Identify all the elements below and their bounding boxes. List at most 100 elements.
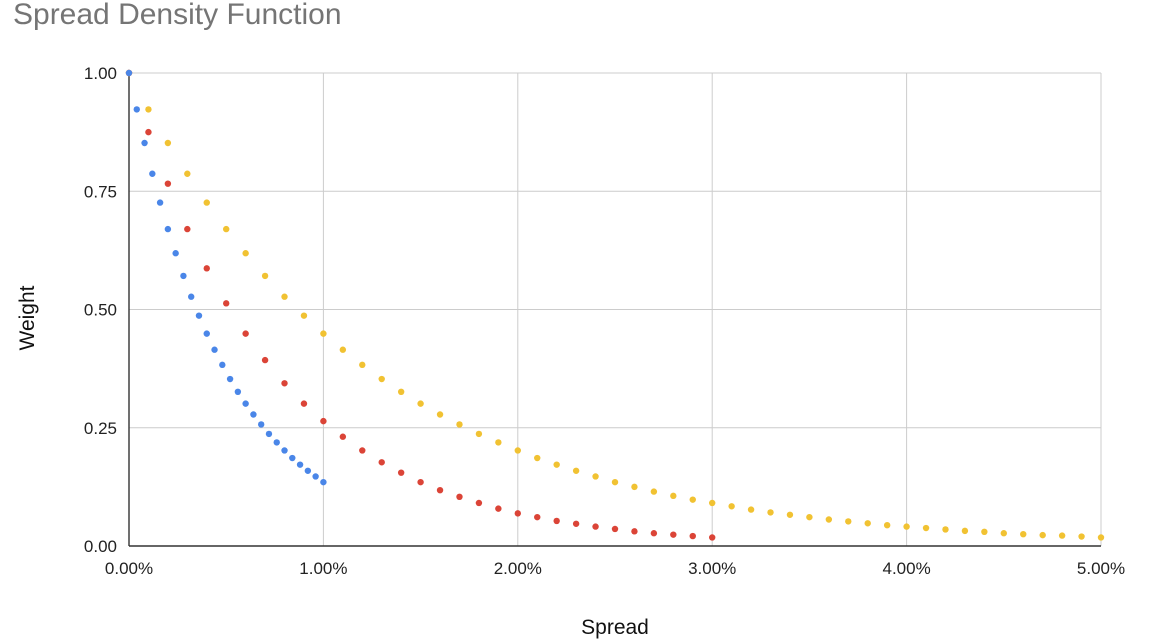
data-point	[397, 469, 405, 476]
data-point	[145, 106, 152, 113]
data-point	[211, 346, 218, 353]
data-point	[1020, 530, 1027, 538]
data-point	[456, 421, 463, 428]
data-point	[689, 532, 696, 540]
data-point	[961, 527, 969, 535]
data-point	[257, 421, 265, 428]
x-axis-title: Spread	[581, 616, 649, 639]
data-point	[261, 356, 269, 364]
chart-title: Spread Density Function	[13, 0, 342, 31]
data-point	[250, 411, 257, 418]
data-point	[709, 534, 716, 541]
y-tick-label: 0.75	[84, 182, 117, 201]
data-point	[359, 361, 366, 369]
data-point	[981, 528, 988, 536]
data-point	[242, 400, 249, 407]
data-point	[188, 293, 195, 300]
data-point	[689, 496, 696, 503]
series-points	[125, 69, 1105, 541]
data-point	[514, 447, 521, 454]
data-point	[1058, 532, 1066, 539]
data-point	[592, 523, 599, 530]
data-point	[1078, 533, 1085, 540]
data-point	[670, 492, 677, 500]
data-point	[339, 346, 347, 353]
data-point	[747, 506, 755, 513]
x-tick-label: 0.00%	[105, 559, 153, 578]
y-tick-label: 1.00	[84, 64, 117, 83]
data-point	[184, 170, 191, 177]
data-point	[164, 139, 172, 147]
grid-lines	[129, 72, 1102, 546]
data-point	[903, 523, 910, 530]
data-point	[436, 411, 444, 418]
data-point	[417, 478, 424, 486]
data-point	[273, 439, 280, 446]
data-point	[514, 510, 521, 517]
data-point	[825, 516, 833, 523]
data-point	[475, 499, 483, 507]
data-point	[572, 520, 580, 527]
data-point	[149, 170, 156, 177]
data-point	[195, 312, 203, 319]
data-point	[145, 128, 152, 136]
data-point	[184, 225, 191, 233]
series-points	[125, 69, 716, 541]
data-point	[709, 499, 716, 507]
data-point	[261, 272, 269, 280]
data-point	[922, 524, 930, 532]
data-point	[495, 505, 502, 512]
data-point	[339, 433, 347, 440]
y-axis-title: Weight	[16, 285, 39, 350]
data-point	[320, 417, 327, 425]
data-point	[942, 526, 949, 533]
data-point	[359, 447, 366, 454]
data-point	[164, 180, 172, 187]
x-tick-label: 1.00%	[299, 559, 347, 578]
data-point	[786, 511, 794, 518]
data-point	[864, 520, 871, 527]
data-point	[180, 272, 187, 280]
data-point	[203, 199, 210, 206]
data-point	[806, 513, 813, 521]
x-tick-label: 5.00%	[1077, 559, 1125, 578]
series-points	[125, 69, 327, 486]
data-point	[223, 300, 230, 307]
data-point	[226, 375, 234, 383]
data-point	[436, 486, 444, 494]
data-point	[534, 454, 541, 462]
data-point	[203, 330, 210, 337]
data-point	[312, 473, 319, 480]
data-point	[650, 530, 658, 537]
data-point	[417, 400, 424, 407]
data-point	[164, 225, 172, 233]
data-point	[242, 330, 249, 337]
data-point	[203, 265, 210, 272]
x-tick-label: 2.00%	[494, 559, 542, 578]
data-point	[289, 454, 296, 462]
data-point	[141, 139, 148, 147]
data-point	[767, 509, 774, 516]
tick-labels: 0.00% 1.00% 2.00% 3.00% 4.00% 5.00% 0.00 0.25 0.…	[84, 64, 1125, 578]
data-point	[611, 478, 619, 486]
data-point	[234, 388, 242, 396]
data-point	[304, 467, 312, 474]
data-point	[592, 473, 599, 480]
data-point	[378, 459, 385, 466]
data-point	[281, 380, 288, 387]
data-point	[320, 478, 327, 486]
x-tick-label: 4.00%	[882, 559, 930, 578]
data-point	[845, 518, 852, 525]
data-point	[296, 461, 304, 468]
data-points	[125, 69, 1105, 541]
data-point	[495, 439, 502, 446]
data-point	[572, 467, 580, 474]
data-point	[265, 430, 273, 438]
data-point	[553, 461, 560, 468]
data-point	[553, 517, 560, 525]
data-point	[534, 513, 541, 521]
axes	[128, 73, 1101, 547]
data-point	[670, 531, 677, 538]
data-point	[1097, 534, 1105, 541]
